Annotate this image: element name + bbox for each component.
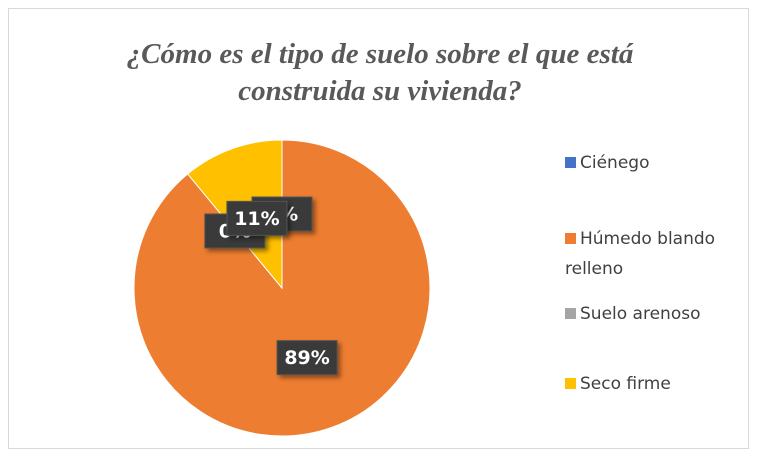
legend-swatch bbox=[565, 378, 576, 389]
legend-label: Húmedo blando relleno bbox=[565, 229, 716, 279]
legend-swatch bbox=[565, 233, 576, 244]
legend-item: Seco firme bbox=[565, 369, 745, 399]
legend-item: Húmedo blando relleno bbox=[565, 224, 745, 284]
data-label-box bbox=[276, 340, 338, 376]
legend-swatch bbox=[565, 308, 576, 319]
legend-item: Suelo arenoso bbox=[565, 299, 745, 329]
chart-frame bbox=[8, 8, 749, 449]
data-label-text: 89% bbox=[284, 347, 329, 369]
data-label-box bbox=[226, 200, 288, 236]
data-label: 89% bbox=[276, 340, 338, 376]
data-label: 11% bbox=[226, 200, 288, 236]
legend-swatch bbox=[565, 157, 576, 168]
chart-title: ¿Cómo es el tipo de suelo sobre el que e… bbox=[126, 38, 634, 107]
legend-item: Ciénego bbox=[565, 148, 745, 178]
legend-label: Suelo arenoso bbox=[580, 304, 701, 324]
legend-label: Seco firme bbox=[580, 374, 671, 394]
legend-label: Ciénego bbox=[580, 153, 650, 173]
data-label-text: 11% bbox=[234, 208, 279, 230]
